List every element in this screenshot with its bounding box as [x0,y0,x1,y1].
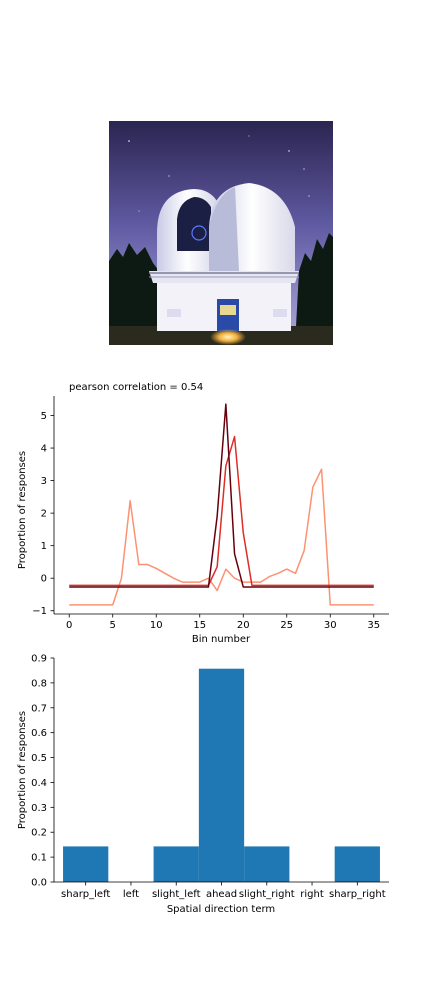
x-tick-label: 0 [66,620,72,631]
x-tick-label: slight_left [152,889,201,900]
x-tick-label: slight_right [239,889,295,900]
bar-slight-left [153,846,199,882]
y-tick-label: 0.9 [31,654,47,665]
y-tick-label: 2 [41,509,47,520]
line-series-1 [69,468,374,606]
x-tick-label: left [123,889,139,900]
y-tick-label: 0.2 [31,828,47,839]
x-tick-label: right [300,889,324,900]
y-tick-label: 0.1 [31,853,47,864]
x-tick-label: sharp_right [329,889,386,900]
line-chart-series-group [69,403,374,606]
y-tick-label: 3 [41,476,47,487]
x-tick-label: 5 [110,620,116,631]
y-tick-label: 0 [41,574,47,585]
y-tick-label: 0.7 [31,703,47,714]
bar-chart-bars-group [63,668,380,882]
line-chart-axes [53,396,389,615]
y-tick-label: 0.0 [31,878,47,889]
line-chart-y-ticks: −1 0 1 2 3 4 5 [32,411,54,617]
bar-chart-y-ticks: 0.0 0.1 0.2 0.3 0.4 0.5 0.6 0.7 0.8 0.9 [31,654,54,889]
x-tick-label: 15 [193,620,206,631]
line-chart-title: pearson correlation = 0.54 [69,382,203,393]
y-tick-label: 0.3 [31,803,47,814]
y-tick-label: 4 [41,444,47,455]
bar-chart: sharp_left left slight_left ahead slight_rig… [17,654,389,915]
x-tick-label: ahead [206,889,237,900]
x-tick-label: 30 [324,620,337,631]
line-chart-x-ticks: 0 5 10 15 20 25 30 35 [66,614,380,631]
bar-chart-x-ticks: sharp_left left slight_left ahead slight_rig… [61,882,386,900]
observatory-photo [109,121,333,345]
bar-slight-right [244,846,290,882]
bar-ahead [198,668,245,882]
x-tick-label: 10 [150,620,163,631]
x-tick-label: sharp_left [61,889,110,900]
line-chart-x-axis-label: Bin number [192,634,251,645]
y-tick-label: 1 [41,541,47,552]
y-tick-label: −1 [32,606,47,617]
bar-sharp-right [334,846,380,882]
x-tick-label: 35 [367,620,380,631]
y-tick-label: 0.8 [31,678,47,689]
line-series-3 [69,403,374,588]
bar-chart-x-axis-label: Spatial direction term [167,904,275,915]
x-tick-label: 20 [237,620,250,631]
bar-sharp-left [63,846,109,882]
line-chart-y-axis-label: Proportion of responses [17,451,28,569]
bar-chart-y-axis-label: Proportion of responses [17,711,28,829]
y-tick-label: 5 [41,411,47,422]
x-tick-label: 25 [280,620,293,631]
y-tick-label: 0.4 [31,778,47,789]
y-tick-label: 0.5 [31,753,47,764]
y-tick-label: 0.6 [31,728,47,739]
line-series-2 [69,435,374,587]
line-chart: pearson correlation = 0.54 0 5 10 15 20 25 30 3… [17,382,389,645]
